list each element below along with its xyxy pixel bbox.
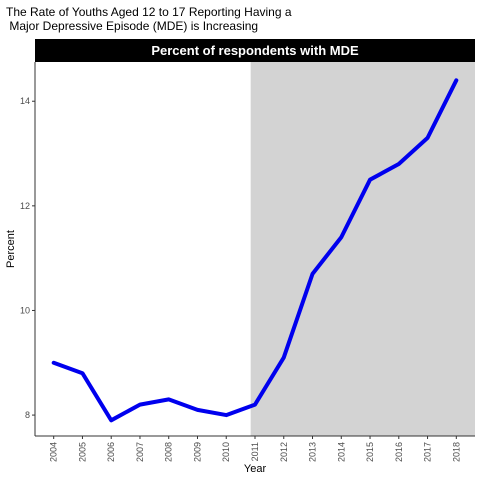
x-tick-label-2015: 2015: [365, 442, 375, 462]
x-tick-label-2013: 2013: [308, 442, 318, 462]
y-tick-label-10: 10: [20, 305, 30, 315]
x-tick-label-2008: 2008: [164, 442, 174, 462]
x-tick-label-2010: 2010: [221, 442, 231, 462]
x-tick-label-2011: 2011: [250, 442, 260, 461]
x-tick-label-2004: 2004: [49, 442, 59, 462]
y-tick-label-14: 14: [20, 96, 30, 106]
y-axis-title: Percent: [5, 230, 17, 268]
x-tick-label-2007: 2007: [135, 442, 145, 462]
chart-title-line-2: Major Depressive Episode (MDE) is Increa…: [6, 19, 258, 33]
x-tick-label-2016: 2016: [394, 442, 404, 462]
x-tick-label-2018: 2018: [451, 442, 461, 462]
x-axis-title: Year: [244, 463, 267, 475]
strip-header: [35, 39, 475, 62]
y-tick-label-12: 12: [20, 201, 30, 211]
shaded-region: [250, 62, 475, 436]
x-tick-label-2006: 2006: [106, 442, 116, 462]
x-tick-label-2012: 2012: [279, 442, 289, 462]
strip-title: Percent of respondents with MDE: [151, 43, 359, 58]
x-tick-label-2009: 2009: [192, 442, 202, 462]
x-tick-label-2014: 2014: [336, 442, 346, 462]
x-tick-label-2017: 2017: [423, 442, 433, 462]
x-tick-label-2005: 2005: [77, 442, 87, 462]
y-tick-label-8: 8: [25, 410, 30, 420]
chart-title-line-1: The Rate of Youths Aged 12 to 17 Reporti…: [6, 5, 292, 19]
